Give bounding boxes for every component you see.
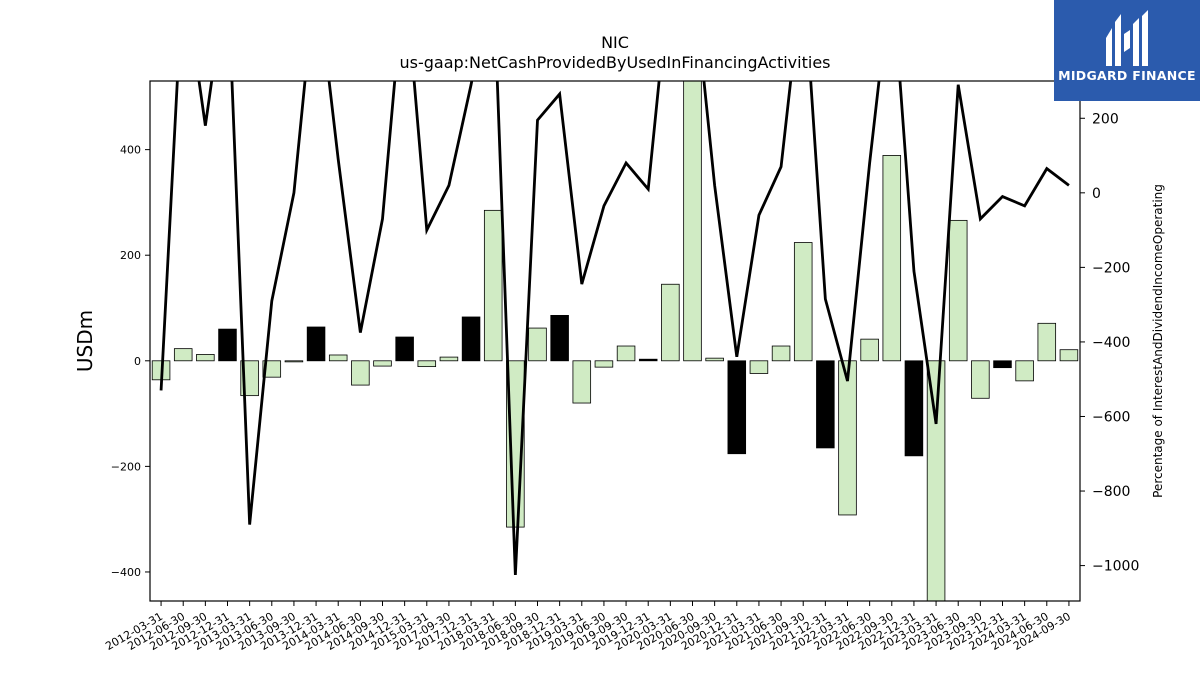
- bar: [816, 360, 835, 449]
- bar: [373, 360, 392, 367]
- bar: [926, 360, 946, 601]
- bar: [683, 81, 702, 362]
- bar: [173, 348, 193, 362]
- bar: [417, 360, 437, 368]
- bar: [262, 360, 282, 378]
- bar: [860, 338, 879, 362]
- bar: [993, 360, 1012, 369]
- left-tick-label: −200: [111, 460, 141, 473]
- right-tick-label: 200: [1092, 111, 1119, 127]
- bar: [395, 336, 414, 362]
- bar: [1015, 360, 1034, 382]
- bar: [196, 354, 215, 362]
- bar: [1059, 349, 1079, 362]
- bar: [727, 360, 747, 455]
- chart-title: NIC: [601, 33, 629, 52]
- bar: [483, 209, 503, 362]
- left-tick-label: 0: [134, 355, 141, 368]
- right-tick-label: −200: [1092, 260, 1130, 276]
- bar: [971, 360, 990, 399]
- bar: [594, 360, 614, 368]
- bar: [705, 357, 724, 362]
- logo-mark-icon: [1106, 10, 1148, 66]
- line-series: [159, 81, 1070, 575]
- y-axis-right-label: Percentage of InterestAndDividendIncomeO…: [1151, 184, 1165, 498]
- left-tick-label: 200: [120, 249, 141, 262]
- bar: [948, 219, 968, 362]
- bar: [572, 360, 592, 404]
- bar: [793, 242, 813, 362]
- y-axis-left-label: USDm: [73, 310, 97, 372]
- right-tick-label: −400: [1092, 335, 1130, 351]
- right-tick-label: −600: [1092, 409, 1130, 425]
- right-tick-label: −800: [1092, 484, 1130, 500]
- logo-text: MIDGARD FINANCE: [1058, 68, 1196, 83]
- left-tick-label: −400: [111, 566, 141, 579]
- bar: [218, 328, 237, 362]
- bar: [550, 314, 569, 362]
- right-tick-label: −1000: [1092, 559, 1139, 575]
- right-tick-label: 0: [1092, 186, 1101, 202]
- plot-area: 400 200 0 −200 −400 200 0 −200 −400 −600 −800 −1000…: [103, 80, 1139, 653]
- left-tick-label: 400: [120, 144, 141, 157]
- bar: [749, 360, 769, 374]
- bar: [904, 360, 924, 457]
- bar: [661, 283, 680, 362]
- bar: [882, 155, 902, 362]
- bar-series: [151, 81, 1079, 601]
- bar: [638, 358, 658, 362]
- bar: [616, 345, 636, 362]
- plot-frame: [149, 80, 1081, 602]
- chart-subtitle: us-gaap:NetCashProvidedByUsedInFinancing…: [399, 53, 830, 72]
- brand-logo: MIDGARD FINANCE: [1054, 0, 1200, 101]
- bar: [328, 354, 348, 362]
- bar: [351, 360, 370, 386]
- bar: [1037, 322, 1057, 362]
- bar: [461, 316, 481, 362]
- bar: [306, 326, 326, 362]
- bar: [439, 356, 459, 362]
- bar: [284, 360, 304, 363]
- bar: [771, 345, 791, 362]
- bar: [528, 327, 547, 362]
- bar: [838, 360, 857, 516]
